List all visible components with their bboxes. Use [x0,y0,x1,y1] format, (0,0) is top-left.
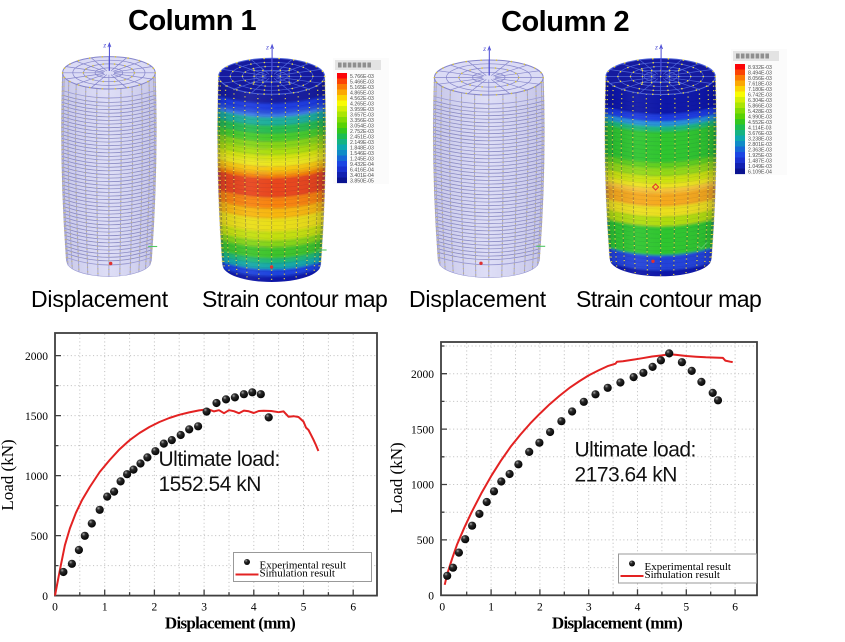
svg-text:4: 4 [251,602,257,614]
svg-text:2173.64 kN: 2173.64 kN [575,464,677,487]
svg-text:9.432E-04: 9.432E-04 [350,162,374,168]
svg-text:6.304E-03: 6.304E-03 [748,98,772,104]
svg-text:4.990E-03: 4.990E-03 [748,114,772,120]
svg-text:2000: 2000 [411,369,434,381]
svg-text:Experimental result: Experimental result [645,561,731,573]
svg-text:4.552E-03: 4.552E-03 [748,120,772,126]
svg-text:6: 6 [350,602,356,614]
svg-text:500: 500 [31,531,49,543]
svg-text:1.848E-03: 1.848E-03 [350,145,374,151]
svg-text:1.487E-03: 1.487E-03 [748,158,772,164]
svg-text:5: 5 [683,601,689,613]
svg-text:3.401E-04: 3.401E-04 [350,173,374,179]
svg-text:5: 5 [301,602,307,614]
svg-text:Displacement (mm): Displacement (mm) [165,614,295,633]
svg-text:2.149E-03: 2.149E-03 [350,140,374,146]
svg-text:Experimental result: Experimental result [260,560,346,572]
svg-text:Ultimate load:: Ultimate load: [575,439,696,462]
svg-text:5.428E-03: 5.428E-03 [748,109,772,115]
svg-text:1.049E-03: 1.049E-03 [748,164,772,170]
svg-text:4.265E-03: 4.265E-03 [350,101,374,107]
svg-text:0: 0 [428,591,434,603]
svg-text:4.114E-03: 4.114E-03 [748,125,772,131]
svg-text:6.109E-04: 6.109E-04 [748,169,772,175]
svg-text:Simulation result: Simulation result [260,568,335,580]
svg-text:8.056E-03: 8.056E-03 [748,76,772,82]
svg-text:3.356E-03: 3.356E-03 [350,118,374,124]
svg-text:2000: 2000 [25,351,48,363]
svg-text:2.801E-03: 2.801E-03 [748,142,772,148]
svg-text:0: 0 [439,601,445,613]
svg-text:1.546E-03: 1.546E-03 [350,151,374,157]
svg-text:z: z [482,45,486,53]
svg-text:1500: 1500 [25,411,48,423]
svg-text:2: 2 [537,601,543,613]
svg-text:1.245E-03: 1.245E-03 [350,156,374,162]
svg-text:5.766E-03: 5.766E-03 [350,74,374,80]
svg-text:0: 0 [42,591,48,603]
svg-text:1000: 1000 [25,471,48,483]
svg-text:1: 1 [102,602,108,614]
svg-text:2: 2 [152,602,158,614]
svg-text:Displacement (mm): Displacement (mm) [552,613,682,632]
svg-text:1: 1 [488,601,494,613]
svg-text:5.866E-03: 5.866E-03 [748,103,772,109]
svg-text:5.165E-03: 5.165E-03 [350,85,374,91]
svg-text:z: z [265,43,269,51]
svg-text:3: 3 [201,602,207,614]
svg-text:8.932E-03: 8.932E-03 [748,65,772,71]
svg-text:3.850E-05: 3.850E-05 [350,178,374,184]
svg-text:4.865E-03: 4.865E-03 [350,90,374,96]
svg-text:3.238E-03: 3.238E-03 [748,136,772,142]
svg-text:0: 0 [52,602,58,614]
svg-text:1.925E-03: 1.925E-03 [748,153,772,159]
svg-text:5.466E-03: 5.466E-03 [350,79,374,85]
svg-text:4: 4 [635,601,641,613]
svg-text:2.451E-03: 2.451E-03 [350,134,374,140]
svg-text:7.618E-03: 7.618E-03 [748,81,772,87]
svg-text:1000: 1000 [411,480,434,492]
svg-text:7.180E-03: 7.180E-03 [748,87,772,93]
svg-text:6: 6 [732,601,738,613]
svg-text:6.416E-04: 6.416E-04 [350,167,374,173]
svg-text:2.752E-03: 2.752E-03 [350,129,374,135]
svg-text:Load (kN): Load (kN) [0,439,17,510]
svg-text:500: 500 [417,535,435,547]
svg-text:8.494E-03: 8.494E-03 [748,70,772,76]
svg-text:z: z [654,44,658,52]
svg-text:4.562E-03: 4.562E-03 [350,96,374,102]
svg-text:3: 3 [586,601,592,613]
svg-text:z: z [102,42,106,50]
svg-text:2.363E-03: 2.363E-03 [748,147,772,153]
svg-text:1500: 1500 [411,424,434,436]
svg-text:Simulation result: Simulation result [645,569,720,581]
svg-text:3.054E-03: 3.054E-03 [350,123,374,129]
svg-text:3.676E-03: 3.676E-03 [748,131,772,137]
svg-text:1552.54 kN: 1552.54 kN [159,473,261,496]
svg-text:3.959E-03: 3.959E-03 [350,107,374,113]
svg-text:3.657E-03: 3.657E-03 [350,112,374,118]
svg-text:Ultimate load:: Ultimate load: [159,448,280,471]
svg-text:Load (kN): Load (kN) [387,442,406,513]
svg-text:6.742E-03: 6.742E-03 [748,92,772,98]
